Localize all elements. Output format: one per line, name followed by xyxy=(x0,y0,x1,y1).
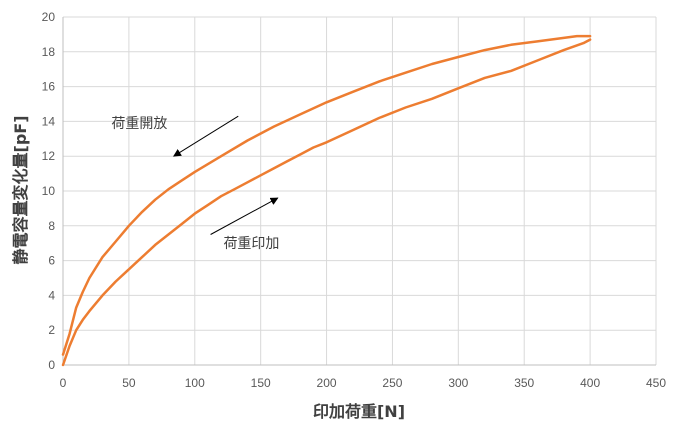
x-tick-label: 450 xyxy=(646,376,666,390)
axes xyxy=(62,17,656,366)
x-tick-label: 350 xyxy=(514,376,534,390)
series-lines xyxy=(61,34,592,367)
gridlines xyxy=(63,16,657,365)
y-axis-title: 静電容量変化量[pF] xyxy=(11,115,30,264)
x-tick-label: 400 xyxy=(580,376,600,390)
x-tick-label: 250 xyxy=(382,376,402,390)
y-tick-label: 4 xyxy=(48,288,55,302)
unloading-curve xyxy=(61,34,592,356)
y-tick-label: 20 xyxy=(42,10,56,24)
unload-arrow xyxy=(173,115,239,157)
y-tick-label: 2 xyxy=(48,323,55,337)
unload-label: 荷重開放 xyxy=(111,116,167,132)
y-tick-label: 8 xyxy=(48,219,55,233)
y-tick-label: 6 xyxy=(48,254,55,268)
x-axis-title: 印加荷重[N] xyxy=(313,402,405,421)
x-tick-label: 300 xyxy=(448,376,468,390)
x-tick-label: 200 xyxy=(317,376,337,390)
y-tick-label: 18 xyxy=(42,45,56,59)
y-tick-label: 12 xyxy=(42,149,56,163)
loading-curve xyxy=(61,38,592,367)
x-tick-label: 150 xyxy=(251,376,271,390)
y-tick-label: 10 xyxy=(42,184,56,198)
load-arrow xyxy=(210,197,279,235)
y-tick-label: 14 xyxy=(42,114,56,128)
y-tick-label: 0 xyxy=(48,358,55,372)
x-tick-label: 100 xyxy=(185,376,205,390)
y-tick-label: 16 xyxy=(42,80,56,94)
load-label: 荷重印加 xyxy=(223,236,279,252)
x-tick-label: 0 xyxy=(60,376,67,390)
x-tick-label: 50 xyxy=(122,376,136,390)
